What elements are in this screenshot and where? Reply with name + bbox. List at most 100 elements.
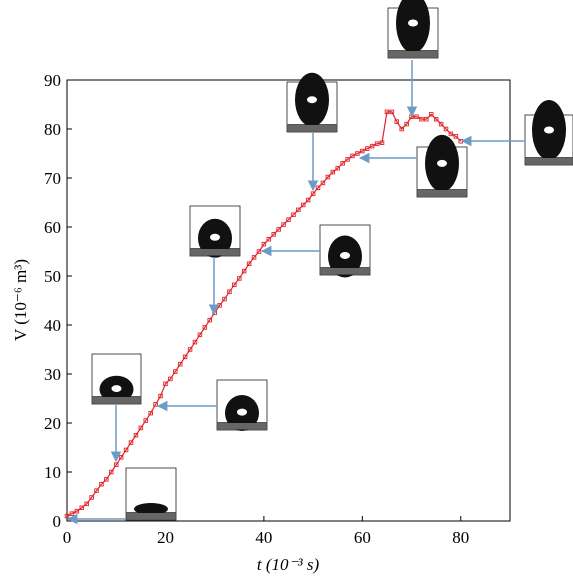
x-tick-label: 0: [63, 528, 72, 547]
data-point: [163, 381, 168, 387]
data-point: [281, 222, 286, 227]
data-point: [113, 462, 119, 467]
data-point: [182, 354, 188, 360]
data-point: [286, 217, 291, 222]
y-axis-label: V (10⁻⁶ m³): [11, 259, 30, 341]
data-point: [84, 501, 89, 507]
data-point: [143, 418, 149, 423]
data-point: [94, 488, 99, 493]
data-point: [271, 232, 276, 237]
data-point: [133, 433, 139, 438]
droplet-highlight: [437, 159, 447, 167]
data-point: [374, 141, 380, 146]
data-point: [394, 119, 400, 124]
data-point: [232, 282, 237, 288]
droplet-highlight: [111, 385, 122, 393]
data-point: [399, 126, 404, 132]
data-point: [335, 165, 340, 171]
data-point: [237, 276, 242, 281]
data-point: [222, 296, 227, 302]
data-point: [79, 505, 85, 511]
y-tick-label: 30: [44, 365, 61, 384]
y-tick-label: 10: [44, 463, 61, 482]
data-point: [424, 116, 429, 122]
inset-substrate-cut: [388, 51, 438, 58]
inset-substrate-cut: [525, 158, 573, 165]
data-point: [241, 268, 247, 274]
data-point: [428, 112, 434, 117]
data-point: [453, 134, 459, 139]
data-point: [296, 207, 301, 213]
data-point: [246, 261, 252, 267]
x-tick-label: 40: [255, 528, 272, 547]
data-point: [291, 212, 296, 217]
droplet-insets: [66, 0, 573, 525]
data-point: [192, 339, 198, 345]
data-point: [74, 508, 80, 514]
inset-substrate-cut: [417, 190, 467, 197]
data-point: [443, 126, 449, 132]
inset-substrate-cut: [217, 423, 267, 430]
x-tick-label: 80: [452, 528, 469, 547]
data-point: [128, 440, 134, 445]
data-point: [448, 131, 454, 137]
data-point: [369, 143, 375, 149]
data-point: [138, 425, 144, 431]
droplet-highlight: [237, 408, 247, 416]
data-point: [365, 146, 370, 151]
inset-substrate-cut: [320, 268, 370, 275]
data-point: [202, 325, 208, 330]
data-point: [389, 109, 395, 115]
droplet-highlight: [544, 126, 554, 134]
x-tick-label: 60: [354, 528, 371, 547]
data-point: [310, 191, 316, 196]
droplet-highlight: [408, 19, 418, 27]
data-point: [158, 393, 163, 399]
y-tick-label: 90: [44, 71, 61, 90]
data-point: [173, 369, 178, 374]
data-point: [197, 332, 203, 338]
data-point: [433, 116, 439, 122]
plot-frame: [66, 79, 511, 522]
inset-substrate-cut: [190, 249, 240, 256]
y-tick-label: 20: [44, 414, 61, 433]
data-point: [276, 227, 281, 232]
data-point: [320, 180, 326, 186]
data-point: [330, 169, 336, 175]
data-point: [325, 174, 331, 180]
data-point: [207, 317, 212, 323]
data-line: [66, 111, 462, 517]
data-point: [350, 153, 355, 159]
data-point: [109, 469, 114, 475]
droplet-highlight: [307, 96, 317, 104]
data-point: [187, 347, 193, 352]
droplet: [134, 503, 168, 515]
data-point: [438, 121, 444, 127]
y-tick-label: 40: [44, 316, 61, 335]
x-axis-label: t (10⁻³ s): [257, 555, 320, 574]
data-point: [177, 361, 183, 367]
inset-substrate-cut: [92, 397, 141, 404]
droplet-highlight: [340, 251, 350, 259]
data-point: [227, 289, 232, 294]
data-point: [404, 121, 409, 127]
data-point: [123, 447, 129, 453]
y-tick-label: 80: [44, 120, 61, 139]
data-point: [340, 161, 345, 166]
data-point: [266, 236, 272, 242]
data-point: [384, 109, 390, 115]
data-point: [148, 410, 153, 416]
data-point: [104, 477, 109, 482]
data-point: [301, 202, 306, 208]
y-tick-label: 70: [44, 169, 61, 188]
data-point: [89, 495, 94, 500]
data-point: [99, 482, 104, 487]
data-point: [168, 376, 173, 382]
inset-substrate-cut: [287, 125, 337, 132]
y-tick-label: 50: [44, 267, 61, 286]
data-point: [251, 255, 257, 260]
inset-substrate-cut: [126, 513, 176, 520]
data-point: [256, 249, 262, 254]
droplet-highlight: [210, 233, 220, 241]
